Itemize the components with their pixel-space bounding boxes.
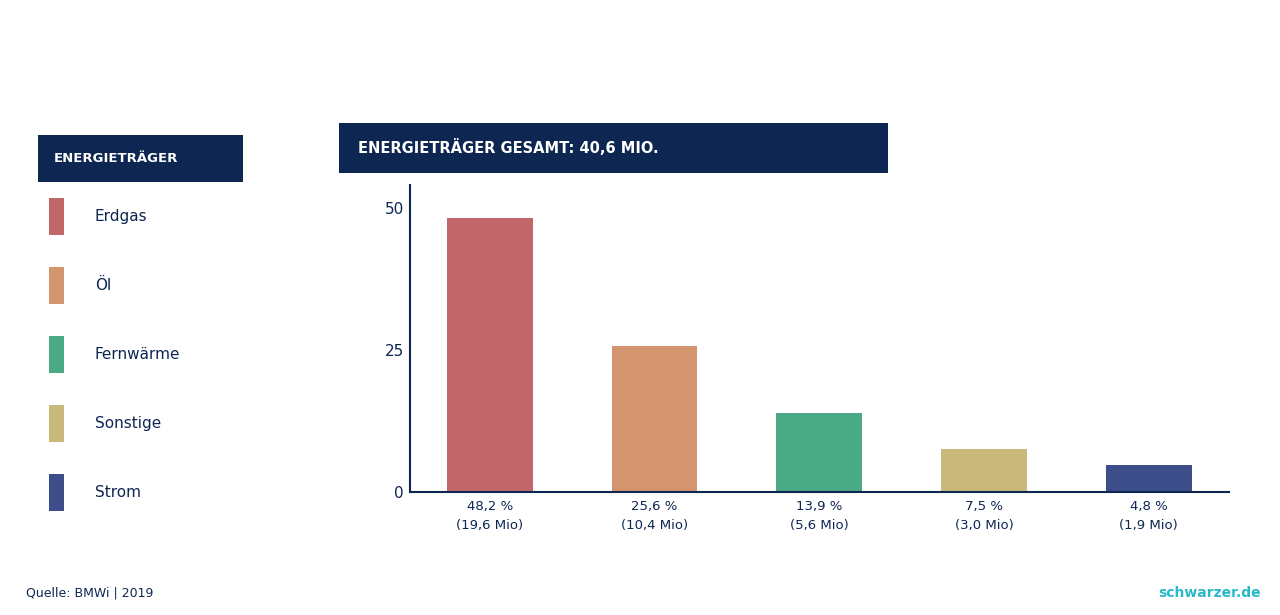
Bar — [777, 413, 861, 492]
Bar — [49, 267, 64, 304]
Bar — [38, 135, 243, 182]
Bar — [1106, 465, 1192, 492]
Text: Strom: Strom — [95, 485, 141, 500]
Bar — [49, 336, 64, 373]
Text: ENERGIETRÄGER GESAMT: 40,6 MIO.: ENERGIETRÄGER GESAMT: 40,6 MIO. — [357, 139, 658, 156]
Bar — [339, 123, 888, 173]
Bar — [49, 405, 64, 442]
Text: Erdgas ist bundesweit Energieträger Nr. 1 für ein warmes Zuhause: Erdgas ist bundesweit Energieträger Nr. … — [143, 22, 1137, 49]
Text: schwarzer.de: schwarzer.de — [1158, 585, 1261, 600]
Bar — [49, 198, 64, 235]
Text: Sonstige: Sonstige — [95, 416, 161, 431]
Text: Fast jede zweite deutsche Wohnung wird mit Erdgas beheizt: Fast jede zweite deutsche Wohnung wird m… — [398, 76, 882, 90]
Text: Quelle: BMWi | 2019: Quelle: BMWi | 2019 — [26, 587, 154, 600]
Bar — [941, 450, 1027, 492]
Bar — [447, 218, 532, 492]
Text: ENERGIETRÄGER: ENERGIETRÄGER — [54, 152, 178, 165]
Text: Fernwärme: Fernwärme — [95, 347, 180, 362]
Text: Öl: Öl — [95, 278, 111, 293]
Text: Erdgas: Erdgas — [95, 209, 147, 224]
Bar — [612, 346, 698, 492]
Bar — [49, 474, 64, 510]
